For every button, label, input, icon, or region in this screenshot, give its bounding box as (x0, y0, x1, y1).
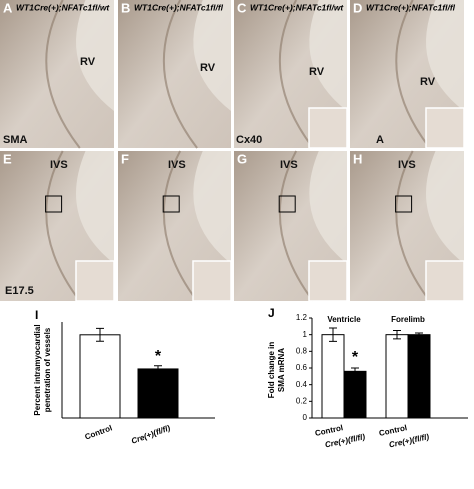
error-bar (415, 332, 423, 337)
error-bar (96, 327, 104, 342)
tissue-edge (45, 150, 81, 302)
y-tick-label: 0.6 (296, 363, 308, 372)
tissue-edge (162, 150, 198, 302)
panel-label: Cx40 (236, 134, 262, 146)
bar (343, 370, 367, 419)
group-label: Forelimb (391, 315, 425, 324)
panel-label: RV (80, 56, 96, 68)
y-axis-label: SMA mRNA (277, 348, 286, 392)
bar (321, 334, 345, 419)
tissue-edge (395, 150, 431, 302)
tissue-edge (278, 0, 314, 149)
y-tick-label: 1.2 (296, 313, 308, 322)
cavity (193, 0, 231, 111)
inset (308, 107, 348, 149)
inset (425, 107, 465, 149)
error-bar (154, 365, 162, 373)
tissue-edge (45, 0, 81, 149)
panel-label: IVS (280, 159, 298, 171)
bar (385, 334, 409, 419)
y-axis-label: Percent intramyocardial (33, 324, 42, 415)
y-tick-label: 0.2 (296, 396, 308, 405)
panel-label: E17.5 (5, 285, 34, 297)
panel-label: RV (309, 66, 325, 78)
annotation: * (155, 348, 162, 365)
panel-label: IVS (50, 159, 68, 171)
inset-box (278, 195, 296, 213)
panel-letter: J (268, 306, 275, 320)
panel-label: RV (200, 62, 216, 74)
panel-letter: F (121, 151, 129, 166)
bar (79, 334, 121, 419)
panel-header: WT1Cre(+);NFATc1fl/wt (16, 2, 110, 12)
panel-letter: D (353, 0, 362, 15)
cavity (76, 151, 114, 264)
panel-header: WT1Cre(+);NFATc1fl/fl (134, 2, 224, 12)
cavity (193, 151, 231, 264)
x-tick-label: Cre(+)(fl/fl) (130, 423, 172, 445)
panel-letter: I (35, 308, 38, 322)
bar (407, 334, 431, 419)
inset-box (395, 195, 413, 213)
y-tick-label: 0.4 (296, 380, 308, 389)
y-axis-label: Fold change in (267, 342, 276, 399)
inset-box (162, 195, 180, 213)
panel-letter: C (237, 0, 247, 15)
panel-header: WT1Cre(+);NFATc1fl/fl (366, 2, 456, 12)
panel-letter: E (3, 151, 12, 166)
bar (137, 368, 179, 419)
group-label: Ventricle (327, 315, 361, 324)
panel-label: A (376, 134, 384, 146)
x-tick-label: Control (378, 423, 408, 438)
x-tick-label: Control (84, 423, 114, 441)
tissue-edge (395, 0, 431, 149)
error-bar (351, 367, 359, 376)
tissue-edge (278, 150, 314, 302)
panel-label: IVS (168, 159, 186, 171)
y-tick-label: 0 (303, 413, 308, 422)
cavity (76, 0, 114, 111)
panel-label: RV (420, 76, 436, 88)
error-bar (393, 330, 401, 340)
panel-letter: B (121, 0, 130, 15)
inset (75, 260, 115, 302)
error-bar (329, 327, 337, 342)
cavity (426, 151, 464, 264)
tissue-edge (162, 0, 198, 149)
inset (308, 260, 348, 302)
y-axis-label: penetration of vessels (43, 327, 52, 412)
inset (192, 260, 232, 302)
inset-box (45, 195, 63, 213)
panel-letter: G (237, 151, 247, 166)
inset (425, 260, 465, 302)
x-tick-label: Control (314, 423, 344, 438)
panel-header: WT1Cre(+);NFATc1fl/wt (250, 2, 344, 12)
y-tick-label: 0.8 (296, 346, 308, 355)
cavity (309, 151, 347, 264)
panel-letter: A (3, 0, 13, 15)
annotation: * (352, 349, 359, 366)
y-tick-label: 1 (303, 330, 308, 339)
cavity (426, 0, 464, 111)
panel-label: SMA (3, 134, 28, 146)
panel-label: IVS (398, 159, 416, 171)
cavity (309, 0, 347, 111)
panel-letter: H (353, 151, 362, 166)
